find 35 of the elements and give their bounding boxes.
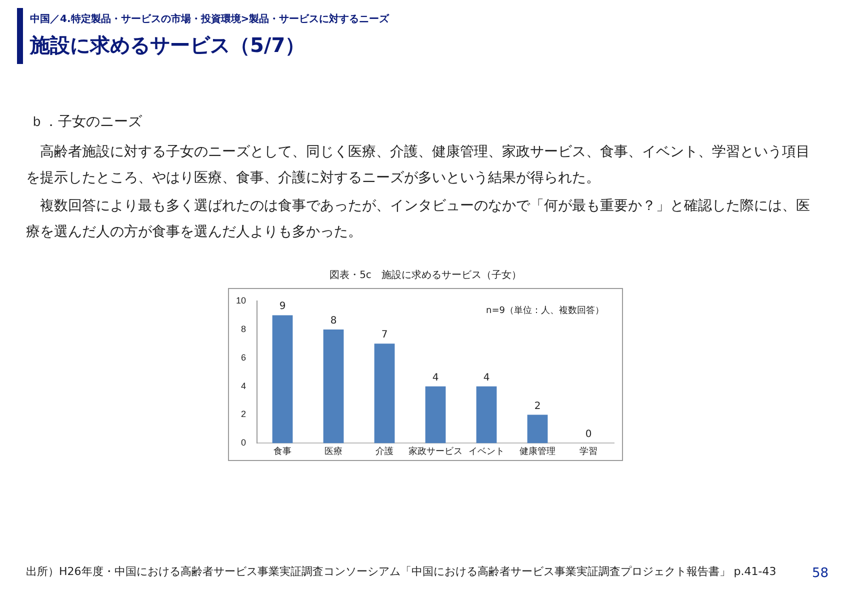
bar <box>425 386 446 444</box>
text: 出所）H26年度・中国における高齢者サービス事業実証調査コンソーシアム「中国における高齢者サービス事業実証調査プロジェクト報告書」 p.41-43 <box>26 564 776 579</box>
text: 58 <box>812 566 829 581</box>
data-label: 4 <box>483 372 490 384</box>
chart-title: 図表・5c 施設に求めるサービス（子女） <box>328 268 522 282</box>
text: 施設に求めるサービス（5/7） <box>30 32 306 59</box>
y-tick-label: 6 <box>240 352 246 362</box>
text: ｂ．子女のニーズ <box>30 113 142 131</box>
x-tick-label: 食事 <box>274 446 292 456</box>
data-label: 0 <box>585 429 592 440</box>
y-tick-label: 10 <box>236 295 246 306</box>
y-tick-label: 8 <box>240 324 246 334</box>
x-tick-label: 医療 <box>324 446 343 456</box>
x-tick-label: 学習 <box>580 446 598 456</box>
data-label: 9 <box>279 301 286 312</box>
x-tick-label: 健康管理 <box>520 446 556 456</box>
bar <box>272 315 293 444</box>
data-label: 8 <box>330 315 337 326</box>
text: 高齢者施設に対する子女のニーズとして、同じく医療、介護、健康管理、家政サービス、食事、イベント、学習という項目を提示したところ、やはり医療、食事、介護に対するニーズが多いという結果が得られた。 <box>26 143 811 188</box>
x-tick-label: 介護 <box>376 446 394 456</box>
bar <box>476 386 497 444</box>
y-tick-label: 2 <box>240 409 246 420</box>
y-tick-label: 4 <box>240 380 246 391</box>
data-label: 2 <box>534 400 541 412</box>
text: n=9（単位：人、複数回答） <box>486 305 604 316</box>
x-tick-label: 家政サービス <box>408 446 463 456</box>
bar <box>323 329 344 444</box>
x-tick-label: イベント <box>468 446 505 456</box>
y-tick-label: 0 <box>240 438 246 448</box>
text: 複数回答により最も多く選ばれたのは食事であったが、インタビューのなかで「何が最も重要か？」と確認した際には、医療を選んだ人の方が食事を選んだ人よりも多かった。 <box>26 197 811 242</box>
bar <box>527 414 548 444</box>
data-label: 7 <box>381 330 388 341</box>
text: 中国／4.特定製品・サービスの市場・投資環境>製品・サービスに対するニーズ <box>30 12 390 26</box>
bar <box>374 344 395 444</box>
data-label: 4 <box>432 372 439 384</box>
